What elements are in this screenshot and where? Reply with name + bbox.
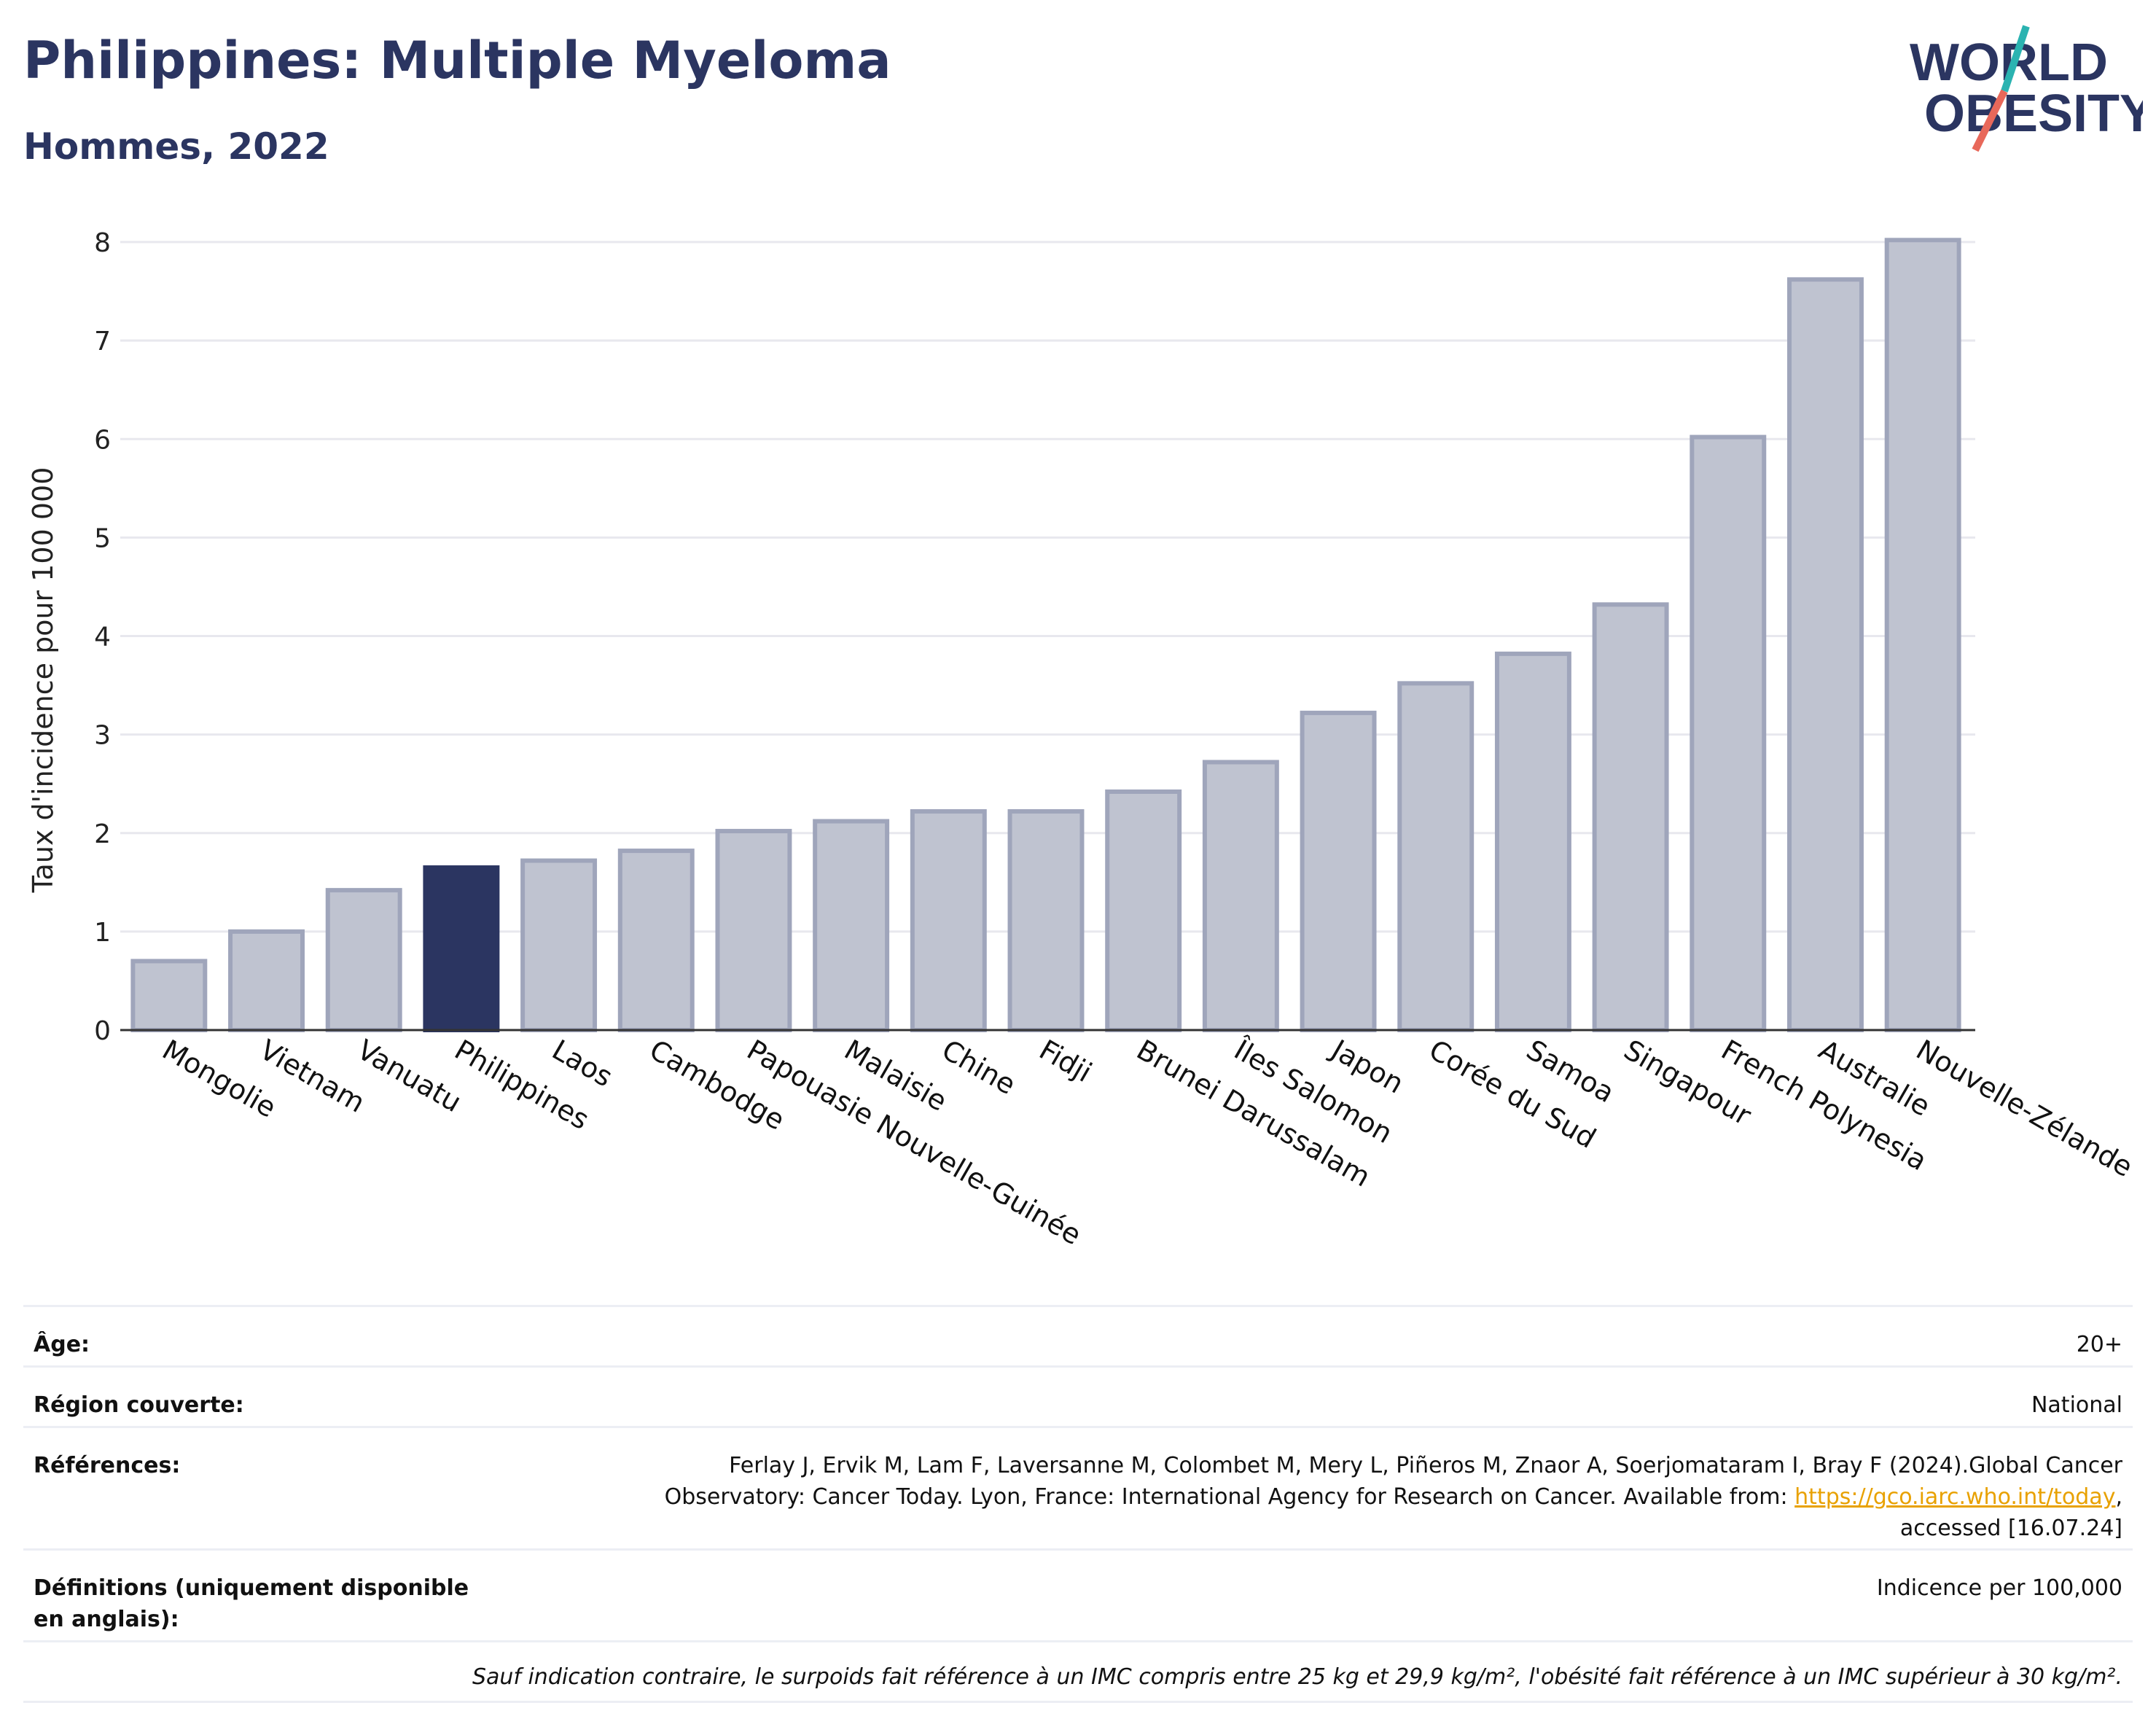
info-row-note: Sauf indication contraire, le surpoids f… [23,1640,2133,1701]
definitions-value: Indicence per 100,000 [1876,1575,2122,1601]
bar-malaisie [813,819,890,1033]
references-text-3: , [2115,1484,2122,1510]
y-tick-label: 0 [94,1016,111,1046]
bar-corée-du-sud [1397,681,1475,1032]
bar-cambodge [617,849,695,1033]
definitions-label: Définitions (uniquement disponible en an… [34,1575,469,1632]
chart-subtitle: Hommes, 2022 [23,125,329,168]
bars [130,238,1961,1033]
bar-fidji [1007,809,1085,1032]
references-text-2: Observatory: Cancer Today. Lyon, France:… [664,1484,1795,1510]
bar-nouvelle-zélande [1884,238,1961,1032]
x-tick-label: Fidji [1034,1034,1098,1089]
y-tick-label: 3 [94,721,111,751]
bar-chine [910,809,987,1032]
bar-japon [1300,710,1377,1033]
bar-îles-salomon [1202,760,1279,1032]
bar-vanuatu [325,888,402,1033]
bar-papouasie-nouvelle-guinée [715,829,792,1032]
logo-line-2: OBESITY [1924,85,2143,143]
region-value: National [2031,1392,2122,1418]
bar-samoa [1494,651,1571,1032]
y-tick-label: 8 [94,228,111,258]
logo-slash-teal [2001,25,2030,93]
y-tick-label: 4 [94,623,111,652]
x-tick-label: Vanuatu [352,1034,467,1118]
info-row-definitions: Définitions (uniquement disponible en an… [23,1548,2133,1640]
bar-philippines [423,865,500,1032]
info-row-age: Âge: 20+ [23,1305,2133,1365]
bar-mongolie [130,959,208,1032]
age-value: 20+ [2076,1332,2122,1357]
table-bottom-border [23,1701,2133,1703]
logo-slash-coral [1972,89,2008,152]
y-axis-label: Taux d'incidence pour 100 000 [27,467,59,894]
references-text-1: Ferlay J, Ervik M, Lam F, Laversanne M, … [729,1453,2122,1478]
bar-french-polynesia [1690,434,1767,1032]
y-tick-label: 5 [94,523,111,553]
references-value: Ferlay J, Ervik M, Lam F, Laversanne M, … [592,1450,2122,1544]
info-table: Âge: 20+ Région couverte: National Référ… [23,1305,2133,1703]
region-label: Région couverte: [34,1392,244,1418]
bar-singapour [1592,602,1669,1032]
y-axis-ticks: 0 1 2 3 4 5 6 7 8 [94,228,111,1046]
references-text-4: accessed [16.07.24] [1899,1516,2122,1541]
bar-laos [520,858,598,1032]
y-tick-label: 7 [94,327,111,356]
x-tick-label: Papouasie Nouvelle-Guinée [741,1034,1086,1252]
x-tick-label: Nouvelle-Zélande [1911,1034,2139,1183]
age-label: Âge: [34,1332,90,1357]
info-row-region: Région couverte: National [23,1365,2133,1426]
bar-australie [1787,277,1864,1032]
chart-title: Philippines: Multiple Myeloma [23,31,891,90]
bar-brunei-darussalam [1105,789,1182,1033]
bar-chart: 0 1 2 3 4 5 6 7 8 MongolieVietnamVanuatuPhilippi… [27,228,2138,1252]
x-tick-label: Corée du Sud [1423,1034,1601,1155]
y-tick-label: 6 [94,425,111,455]
info-row-references: Références: Ferlay J, Ervik M, Lam F, La… [23,1426,2133,1548]
bar-vietnam [228,929,305,1032]
references-link[interactable]: https://gco.iarc.who.int/today [1794,1484,2116,1510]
y-tick-label: 2 [94,819,111,849]
world-obesity-logo: WORLD OBESITY [1910,25,2143,152]
references-label: Références: [34,1453,181,1478]
y-tick-label: 1 [94,918,111,948]
x-tick-label: Laos [547,1034,618,1093]
footnote: Sauf indication contraire, le surpoids f… [472,1664,2122,1690]
